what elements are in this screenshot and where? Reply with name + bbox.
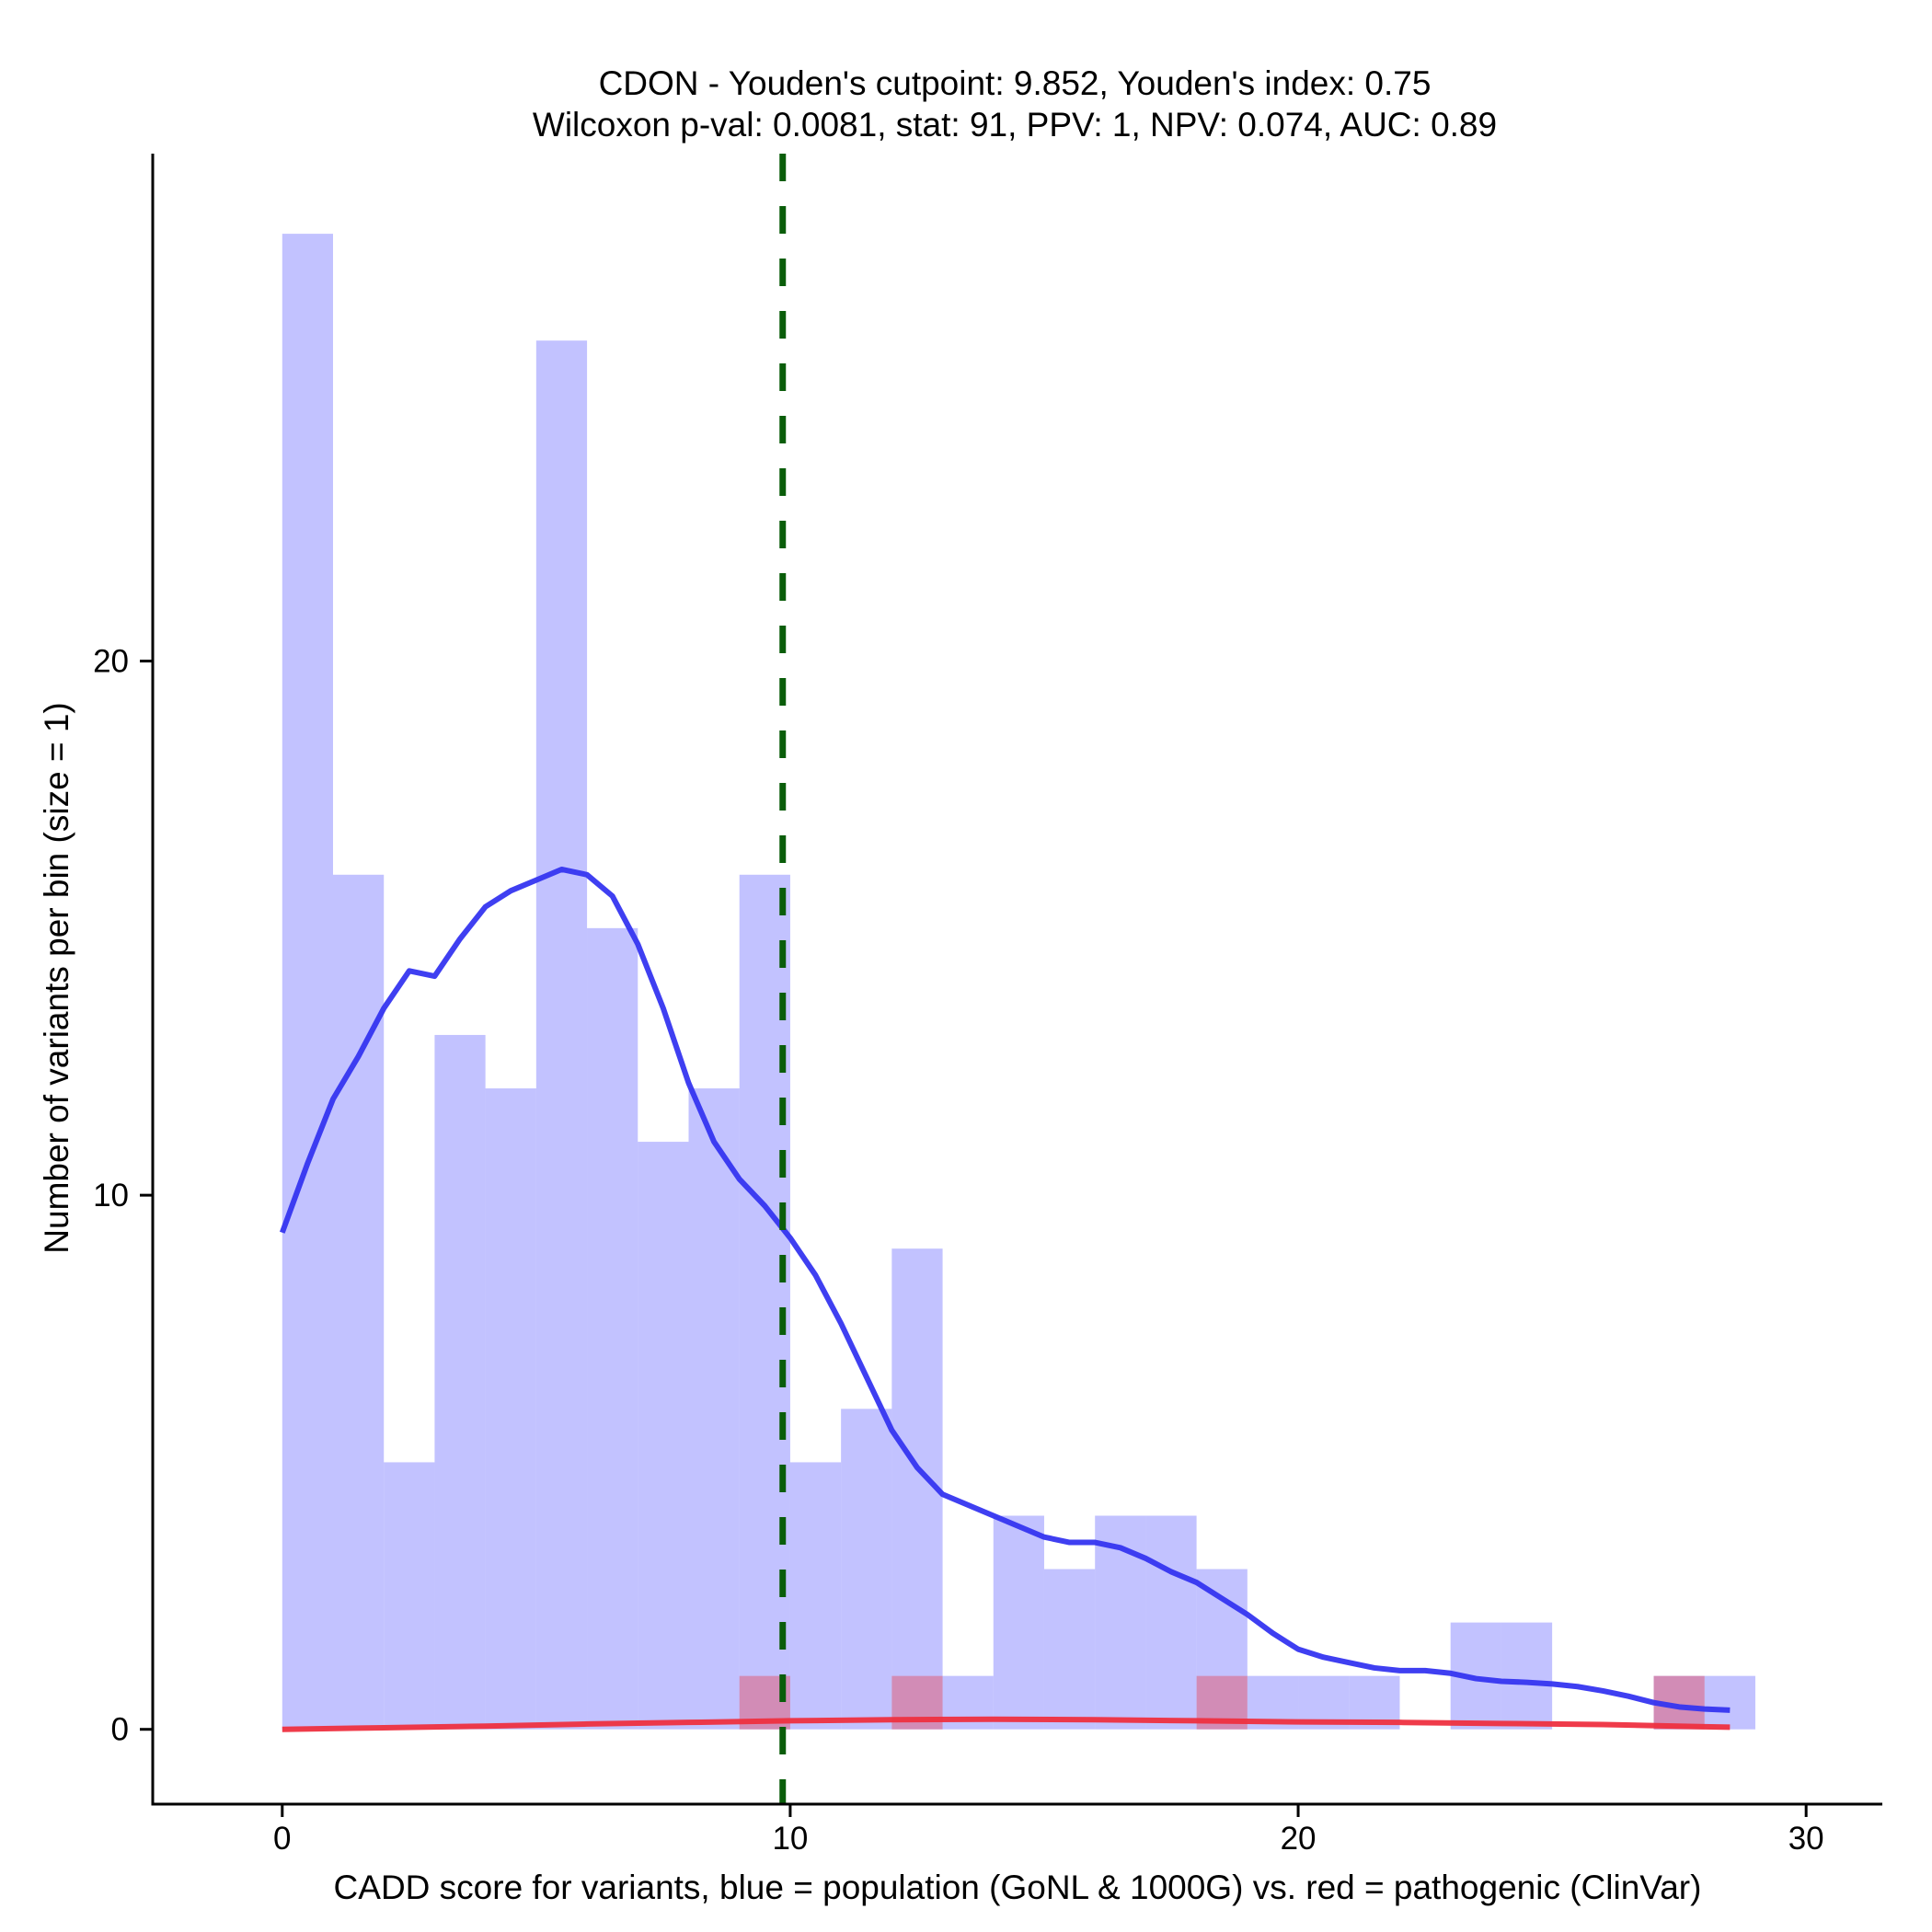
histogram-bar — [789, 1462, 842, 1730]
histogram-bar — [1043, 1569, 1096, 1730]
histogram-bar — [587, 927, 638, 1730]
chart-title-line1: CDON - Youden's cutpoint: 9.852, Youden'… — [599, 64, 1432, 102]
density-curves — [279, 866, 1731, 1732]
histogram-bars — [282, 234, 1755, 1730]
histogram-bar — [434, 1034, 486, 1730]
histogram-bar — [1095, 1515, 1146, 1730]
x-tick-label: 30 — [1788, 1821, 1824, 1857]
y-axis-label: Number of variants per bin (size = 1) — [38, 702, 75, 1253]
histogram-bar — [993, 1515, 1044, 1730]
histogram-bar — [535, 340, 588, 1730]
axis-ticks: 0 10 20 30 0 10 20 — [93, 644, 1824, 1857]
chart-title-line2: Wilcoxon p-val: 0.0081, stat: 91, PPV: 1… — [533, 106, 1497, 144]
histogram-bar — [1704, 1675, 1755, 1730]
density-curve — [279, 866, 1731, 1713]
histogram-bar — [282, 234, 333, 1730]
histogram-bar — [485, 1088, 536, 1730]
y-tick-label: 10 — [93, 1178, 129, 1213]
histogram-bar — [841, 1409, 892, 1730]
y-tick-label: 0 — [111, 1712, 129, 1748]
histogram-bar — [638, 1142, 689, 1730]
histogram-bar — [688, 1088, 740, 1730]
x-tick-label: 20 — [1281, 1821, 1317, 1857]
density-curve — [282, 1716, 1731, 1732]
histogram-bar — [384, 1462, 435, 1730]
histogram-bar — [1501, 1622, 1553, 1730]
x-axis-label: CADD score for variants, blue = populati… — [334, 1869, 1702, 1906]
histogram-bar — [1145, 1515, 1197, 1730]
histogram-bar — [333, 874, 385, 1730]
x-tick-label: 10 — [772, 1821, 808, 1857]
x-tick-label: 0 — [273, 1821, 291, 1857]
y-tick-label: 20 — [93, 644, 129, 680]
